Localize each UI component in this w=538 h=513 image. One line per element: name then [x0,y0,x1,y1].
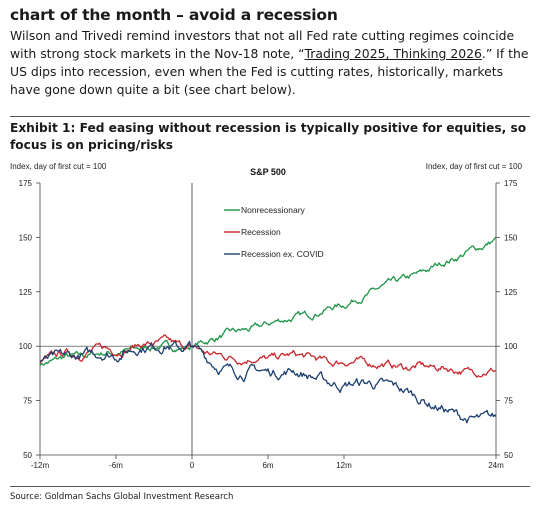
y-tick-label-left: 175 [19,179,33,188]
y-tick-label-right: 75 [504,397,513,406]
chart-title: S&P 500 [250,167,286,177]
y-tick-label-left: 150 [19,233,33,242]
x-tick-label: 0 [190,461,195,470]
series-line-recession_ex_covid [39,340,497,424]
y-tick-label-left: 125 [19,288,33,297]
exhibit-title: Exhibit 1: Fed easing without recession … [10,121,527,152]
x-tick-label: 24m [488,461,504,470]
y-tick-label-left: 50 [23,451,32,460]
x-tick-label: -12m [31,461,50,470]
intro-text-part2: .” If the US dips into recession, even w… [10,46,529,97]
series-line-recession [39,334,497,378]
right-axis-title: Index, day of first cut = 100 [426,162,523,171]
x-tick-label: 12m [336,461,352,470]
legend-label-recession: Recession [241,227,281,237]
source-note: Source: Goldman Sachs Global Investment … [10,492,234,502]
top-rule [10,116,530,117]
y-tick-label-left: 75 [23,397,32,406]
legend-label-nonrecessionary: Nonrecessionary [241,205,306,215]
x-tick-label: -6m [109,461,123,470]
note-link[interactable]: Trading 2025, Thinking 2026 [304,46,482,61]
y-tick-label-right: 125 [504,288,518,297]
y-tick-label-right: 50 [504,451,513,460]
bottom-rule [10,486,530,487]
intro-text-part1: Wilson and Trivedi remind investors that… [10,28,515,61]
y-tick-label-right: 175 [504,179,518,188]
chart-plot-area: 50 50 75 75 100 100 125 125 150 150 175 175 -12m -6m 0… [10,162,523,470]
y-tick-label-right: 150 [504,233,518,242]
x-tick-label: 6m [262,461,273,470]
y-tick-label-right: 100 [504,342,518,351]
y-tick-label-left: 100 [19,342,33,351]
headline: chart of the month – avoid a recession [10,6,338,24]
legend-label-recession_ex_covid: Recession ex. COVID [241,249,324,259]
intro-paragraph: Wilson and Trivedi remind investors that… [10,27,532,99]
left-axis-title: Index, day of first cut = 100 [10,162,107,171]
